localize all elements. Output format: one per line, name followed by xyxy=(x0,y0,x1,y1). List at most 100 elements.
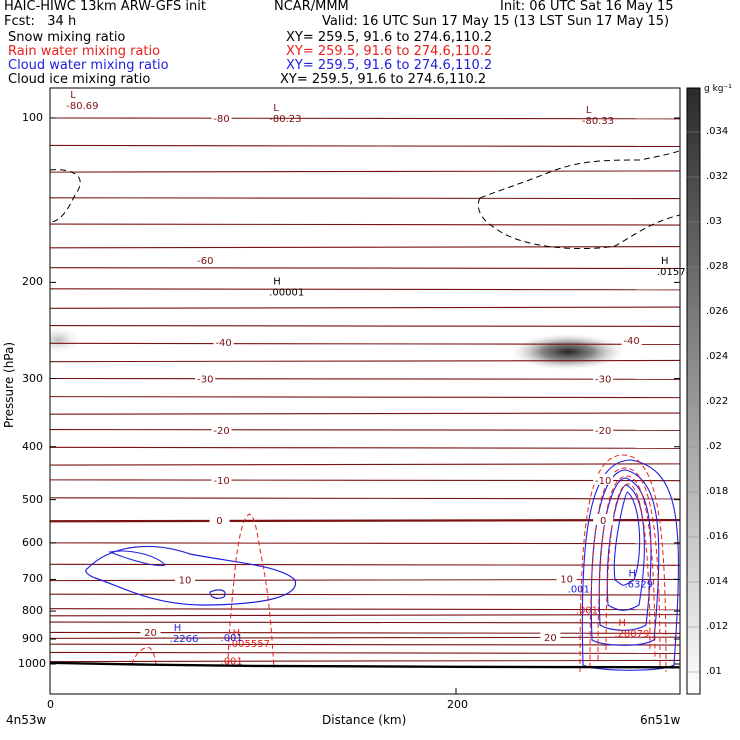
forecast-hour: Fcst: 34 h xyxy=(4,14,77,29)
field-snow-xy: XY= 259.5, 91.6 to 274.6,110.2 xyxy=(286,30,493,45)
extremum-value: -80.33 xyxy=(582,116,614,127)
temperature-isotherm xyxy=(50,324,680,328)
rain-contour xyxy=(131,647,157,667)
colorbar-tick-label: .02 xyxy=(706,441,722,452)
colorbar-tick-label: .024 xyxy=(706,351,729,362)
x-tick-label: 200 xyxy=(447,698,468,711)
y-tick-label: 600 xyxy=(22,535,43,549)
y-tick-label: 500 xyxy=(22,492,43,506)
y-tick-label: 300 xyxy=(22,371,43,385)
colorbar-tick-label: .014 xyxy=(706,576,729,587)
extremum-value: .00001 xyxy=(269,288,304,299)
field-snow-name: Snow mixing ratio xyxy=(8,30,126,45)
extremum-mark: L xyxy=(273,103,279,114)
colorbar-tick-label: .016 xyxy=(706,531,729,542)
temperature-isotherm xyxy=(50,651,680,654)
field-ice-name: Cloud ice mixing ratio xyxy=(8,72,151,87)
temperature-contour-label: 10 xyxy=(179,575,192,586)
contour-label-bg xyxy=(195,253,216,265)
temperature-isotherm xyxy=(50,306,680,309)
x-tick-label: 0 xyxy=(47,698,54,711)
temperature-contour-label: -20 xyxy=(595,426,611,437)
y-tick-label: 400 xyxy=(22,439,43,453)
mixing-ratio-contour-label: .001 xyxy=(576,605,598,616)
temperature-contour-label: -30 xyxy=(197,375,213,386)
extremum-value: .28079 xyxy=(614,629,649,640)
contour-label-bg xyxy=(211,473,232,485)
x-end-label-right: 6n51w xyxy=(640,713,681,727)
model-title: HAIC-HIWC 13km ARW-GFS init xyxy=(4,0,206,14)
temperature-isotherm xyxy=(50,542,680,545)
colorbar-tick-label: .01 xyxy=(706,666,722,677)
colorbar-tick-label: .012 xyxy=(706,621,729,632)
temperature-contour-label: -30 xyxy=(595,375,611,386)
org-label: NCAR/MMM xyxy=(274,0,349,14)
temperature-isotherm xyxy=(50,246,680,249)
extremum-mark: L xyxy=(586,105,592,116)
cloud-water-contour xyxy=(598,477,652,631)
temperature-isotherm xyxy=(50,479,680,482)
contour-label-bg xyxy=(211,424,232,436)
extremum-value: .6329 xyxy=(624,580,653,591)
field-rain-xy: XY= 259.5, 91.6 to 274.6,110.2 xyxy=(286,44,493,59)
init-time: Init: 06 UTC Sat 16 May 15 xyxy=(500,0,674,14)
cloud-water-contour xyxy=(85,545,297,606)
temperature-contour-label: 0 xyxy=(216,516,222,527)
y-tick-label: 800 xyxy=(22,604,43,618)
snow-shading-blob xyxy=(510,333,625,370)
contour-label-bg xyxy=(593,372,614,384)
ice-contour xyxy=(477,149,680,250)
extremum-value: .01578 xyxy=(657,267,692,278)
colorbar-tick-label: .032 xyxy=(706,171,729,182)
temperature-isotherm xyxy=(50,170,680,173)
field-ice-xy: XY= 259.5, 91.6 to 274.6,110.2 xyxy=(280,72,487,87)
field-rain-name: Rain water mixing ratio xyxy=(8,44,161,59)
temperature-contour-label: 0 xyxy=(600,516,606,527)
temperature-isotherm xyxy=(50,643,680,646)
temperature-isotherm xyxy=(50,287,680,291)
y-tick-label: 700 xyxy=(22,572,43,586)
colorbar-tick-label: .028 xyxy=(706,261,729,272)
extremum-value: -80.69 xyxy=(66,101,98,112)
temperature-isotherm xyxy=(50,563,680,566)
terrain-surface-line xyxy=(50,661,680,669)
contour-label-bg xyxy=(621,333,642,345)
extremum-value: .005557 xyxy=(229,639,270,650)
rain-contour xyxy=(227,513,275,669)
temperature-isotherm xyxy=(50,377,680,380)
temperature-isotherm xyxy=(50,144,680,148)
temperature-contour-label: 10 xyxy=(560,574,573,585)
cloud-water-contour xyxy=(581,459,679,671)
temperature-contour-label: -60 xyxy=(197,256,213,267)
contour-label-bg xyxy=(174,573,195,585)
valid-time: Valid: 16 UTC Sun 17 May 15 (13 LST Sun … xyxy=(322,14,670,29)
contour-label-bg xyxy=(540,631,561,643)
temperature-contour-label: 20 xyxy=(144,628,157,639)
colorbar xyxy=(686,87,701,695)
temperature-isotherm xyxy=(50,117,680,120)
colorbar-tick-label: .03 xyxy=(706,216,722,227)
mixing-ratio-contour-label: .001 xyxy=(221,657,243,668)
y-axis-title: Pressure (hPa) xyxy=(2,341,17,429)
temperature-isotherm xyxy=(50,518,680,523)
y-tick-label: 200 xyxy=(22,275,43,289)
temperature-isotherm xyxy=(50,578,680,582)
extremum-mark: H xyxy=(628,569,636,580)
extremum-mark: L xyxy=(70,90,76,101)
temperature-isotherm xyxy=(50,196,680,200)
temperature-contour-label: -80 xyxy=(213,114,229,125)
ice-contour xyxy=(50,169,81,223)
plot-frame xyxy=(49,87,681,695)
x-end-label-left: 4n53w xyxy=(6,713,47,727)
temperature-contour-label: -10 xyxy=(213,476,229,487)
temperature-isotherm xyxy=(50,266,680,270)
contour-label-bg xyxy=(211,112,232,123)
extremum-value: .2266 xyxy=(170,634,199,645)
rain-contour xyxy=(589,467,661,669)
cloud-water-contour xyxy=(613,491,641,586)
temperature-isotherm xyxy=(50,412,680,415)
temperature-isotherm xyxy=(50,621,680,624)
temperature-isotherm xyxy=(50,593,680,596)
